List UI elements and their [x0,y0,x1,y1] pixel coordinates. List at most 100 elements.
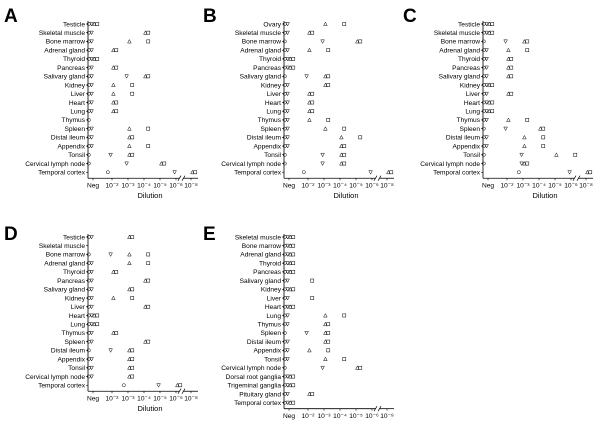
tissue-label: Bone marrow [441,39,480,46]
x-tick-label: 10⁻² [105,183,119,190]
panel-letter: D [4,224,18,245]
circle-icon [86,252,91,257]
square-icon [130,83,135,87]
tissue-label: Tonsil [68,152,85,159]
tissue-label: Kidney [65,82,86,89]
square-icon [291,304,296,309]
up-triangle-icon [506,56,511,61]
tissue-label: Distal ileum [247,135,282,142]
down-triangle-icon [285,144,290,149]
down-triangle-icon [285,243,290,249]
square-icon [146,252,151,257]
up-triangle-icon [143,339,148,344]
up-triangle-icon [111,47,116,53]
x-tick-label: 10⁻² [301,183,315,190]
square-icon [310,30,315,35]
x-axis-label: Dilution [137,404,162,413]
square-icon [114,109,119,114]
up-triangle-icon [92,56,97,61]
square-icon [146,126,151,131]
square-icon [130,91,135,96]
up-triangle-icon [288,243,293,248]
tissue-label: Distal ileum [51,348,86,355]
x-tick-label: Neg [283,413,295,420]
down-triangle-icon [320,161,325,166]
up-triangle-icon [307,47,312,53]
down-triangle-icon [285,22,290,27]
square-icon [490,22,495,26]
panel-a: A Neg 10⁻² 10⁻³ 10⁻⁴ 10⁻⁵ 10⁻⁶ 10⁻⁸ Dilution Test… [4,6,198,200]
up-triangle-icon [506,47,511,53]
down-triangle-icon [89,57,94,62]
x-tick-label: 10⁻⁶ [169,183,183,190]
up-triangle-icon [127,347,132,353]
square-icon [389,170,394,175]
tissue-label: Pancreas [57,65,86,72]
x-tick-label: 10⁻³ [317,183,331,190]
tissue-label: Lung [70,109,85,116]
up-triangle-icon [143,304,148,309]
down-triangle-icon [89,365,94,371]
square-icon [130,348,135,353]
square-icon [326,348,331,353]
tissue-label: Spleen [64,126,85,133]
square-icon [146,30,151,35]
panel-b: B Neg 10⁻² 10⁻³ 10⁻⁴ 10⁻⁵ 10⁻⁶ 10⁻⁸ Dilution Ovar… [203,6,394,200]
tissue-label: Temporal cortex [234,400,282,407]
tissue-label: Distal ileum [247,339,282,346]
up-triangle-icon [506,73,511,79]
up-triangle-icon [159,161,164,166]
tissue-label: Heart [464,100,480,107]
tissue-label: Pancreas [253,269,282,276]
x-tick-label: 10⁻⁵ [153,396,167,403]
up-triangle-icon [323,321,328,327]
down-triangle-icon [285,322,290,327]
x-tick-label: 10⁻² [500,183,514,190]
down-triangle-icon [285,83,290,88]
up-triangle-icon [127,234,132,239]
down-triangle-icon [89,331,94,336]
square-icon [326,48,331,53]
square-icon [193,170,198,175]
down-triangle-icon [89,22,94,27]
up-triangle-icon [307,91,312,96]
down-triangle-icon [285,261,290,266]
up-triangle-icon [487,30,492,35]
x-tick-label: 10⁻⁵ [349,183,363,190]
square-icon [342,357,347,361]
down-triangle-icon [89,313,94,318]
down-triangle-icon [484,135,489,140]
axis-break-mark [177,388,182,394]
tissue-label: Salivary gland [439,74,481,81]
tissue-label: Bone marrow [46,252,85,259]
up-triangle-icon [487,100,492,105]
up-triangle-icon [339,161,344,166]
tissue-label: Salivary gland [240,278,282,285]
square-icon [342,152,347,157]
up-triangle-icon [111,295,116,300]
down-triangle-icon [285,109,290,114]
panel-d: D Neg 10⁻² 10⁻³ 10⁻⁴ 10⁻⁵ 10⁻⁶ 10⁻⁸ Dilution Test… [4,224,198,413]
down-triangle-icon [484,48,489,53]
tissue-label: Cervical lymph node [25,161,85,168]
down-triangle-icon [285,357,290,362]
down-triangle-icon [285,57,290,62]
up-triangle-icon [127,126,132,131]
square-icon [358,39,363,44]
tissue-label: Kidney [65,295,86,302]
circle-icon [86,118,91,122]
down-triangle-icon [89,261,94,266]
down-triangle-icon [108,252,113,257]
tissue-label: Temporal cortex [38,383,86,390]
tissue-label: Thymus [258,322,282,329]
x-tick-label: 10⁻² [105,396,119,403]
down-triangle-icon [89,91,94,97]
square-icon [490,83,495,87]
down-triangle-icon [89,126,94,132]
x-tick-label: 10⁻⁸ [184,396,198,403]
x-tick-label: 10⁻⁶ [169,396,183,403]
square-icon [358,365,363,370]
tissue-label: Liver [71,91,86,98]
up-triangle-icon [323,313,328,318]
axis-break-mark [377,175,382,181]
